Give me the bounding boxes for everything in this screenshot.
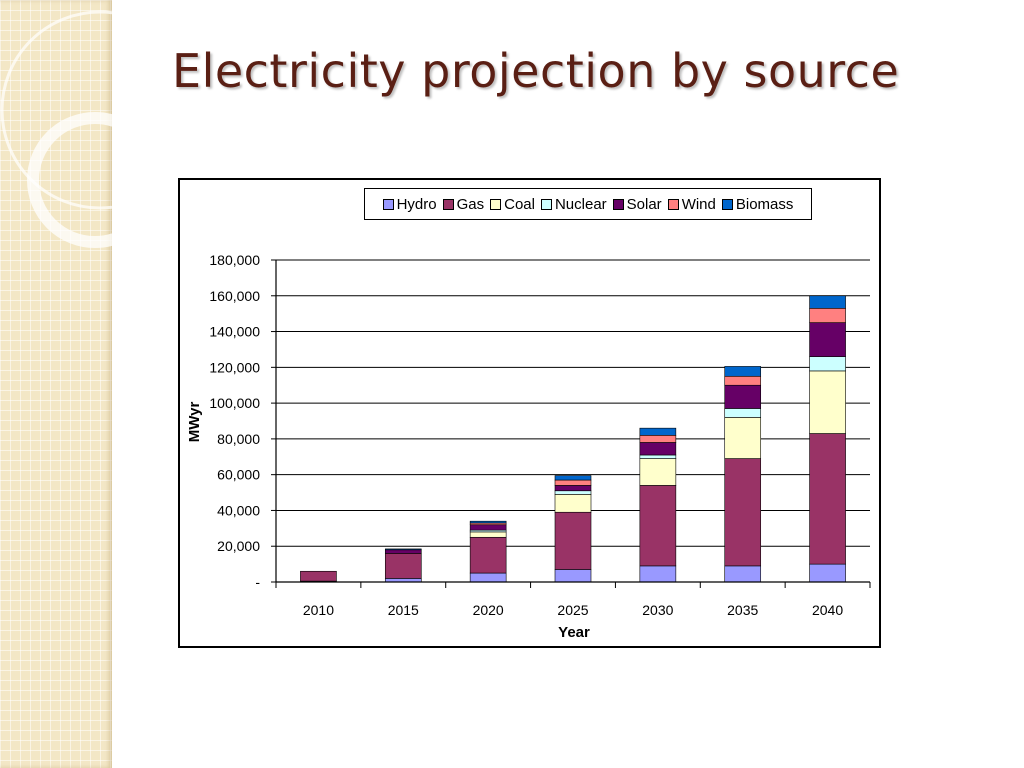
legend-label: Coal	[504, 195, 535, 213]
y-tick-label: 20,000	[217, 538, 260, 554]
bar-segment-gas	[300, 570, 337, 582]
y-tick-label: 160,000	[209, 288, 260, 304]
legend-item-solar: Solar	[612, 195, 662, 213]
legend-label: Wind	[681, 195, 716, 213]
y-tick-label: 120,000	[209, 359, 260, 375]
bar-segment-nuclear	[724, 408, 762, 418]
y-tick-label: -	[255, 574, 260, 590]
bar-segment-wind	[809, 308, 846, 323]
bar-segment-biomass	[469, 520, 507, 524]
bar-segment-coal	[724, 417, 762, 459]
legend-label: Solar	[626, 195, 662, 213]
chart-legend: Hydro Gas Coal Nuclear Solar Wind Biomass	[364, 188, 812, 220]
bar-segment-gas	[384, 553, 422, 579]
bar-segment-coal	[809, 370, 846, 434]
bar-segment-coal	[554, 494, 592, 513]
bar-segment-nuclear	[554, 490, 592, 495]
bar-segment-nuclear	[639, 454, 677, 459]
y-tick-label: 140,000	[209, 324, 260, 340]
bar-segment-gas	[724, 458, 762, 567]
stacked-bar-chart: - 20,000 40,000 60,000 80,000 100,000 120,000 1…	[186, 252, 871, 641]
legend-item-wind: Wind	[667, 195, 716, 213]
bar-segment-wind	[639, 435, 677, 443]
x-tick-label: 2025	[557, 602, 588, 618]
legend-item-gas: Gas	[442, 195, 485, 213]
bar-segment-gas	[809, 433, 846, 565]
slide-title: Electricity projection by source	[172, 44, 900, 98]
bar-segment-wind	[554, 479, 592, 486]
bar-segment-biomass	[639, 427, 677, 436]
decorative-circles	[0, 10, 112, 248]
bar-segment-hydro	[639, 565, 677, 583]
bar-segment-solar	[384, 549, 422, 554]
bar-segment-coal	[639, 458, 677, 486]
bar-segment-hydro	[809, 563, 846, 583]
legend-label: Nuclear	[554, 195, 607, 213]
x-tick-label: 2040	[812, 602, 843, 618]
bar-segment-nuclear	[809, 356, 846, 372]
bar-segment-hydro	[724, 565, 762, 583]
legend-swatch	[540, 198, 552, 210]
x-tick-label: 2010	[303, 602, 334, 618]
x-tick-label: 2015	[388, 602, 419, 618]
y-axis-title: MWyr	[186, 402, 203, 443]
legend-item-biomass: Biomass	[721, 195, 794, 213]
y-tick-label: 60,000	[217, 467, 260, 483]
bar-segment-biomass	[554, 475, 592, 481]
bar-segment-solar	[639, 442, 677, 456]
bar-segment-solar	[469, 524, 507, 531]
legend-item-hydro: Hydro	[382, 195, 437, 213]
legend-swatch	[612, 198, 624, 210]
bar-segment-coal	[469, 531, 507, 538]
legend-item-nuclear: Nuclear	[540, 195, 607, 213]
bar-segment-gas	[469, 536, 507, 574]
bar-segment-solar	[724, 384, 762, 409]
y-tick-label: 100,000	[209, 395, 260, 411]
decorative-side-band	[0, 0, 112, 768]
x-tick-label: 2020	[473, 602, 504, 618]
legend-label: Gas	[456, 195, 485, 213]
y-tick-label: 40,000	[217, 502, 260, 518]
legend-swatch	[442, 198, 454, 210]
legend-swatch	[721, 198, 733, 210]
bar-segment-gas	[554, 511, 592, 570]
x-tick-label: 2035	[727, 602, 758, 618]
bar-segment-solar	[554, 485, 592, 492]
bar-segment-hydro	[554, 569, 592, 583]
bar-segment-hydro	[469, 572, 507, 583]
y-tick-label: 180,000	[209, 252, 260, 268]
bar-segment-biomass	[724, 366, 762, 377]
bar-segment-gas	[639, 485, 677, 567]
bar-segment-biomass	[809, 295, 846, 309]
y-tick-label: 80,000	[217, 431, 260, 447]
x-tick-label: 2030	[642, 602, 673, 618]
legend-label: Hydro	[396, 195, 437, 213]
legend-label: Biomass	[735, 195, 794, 213]
legend-swatch	[667, 198, 679, 210]
x-axis-title: Year	[558, 624, 590, 641]
legend-swatch	[382, 198, 394, 210]
legend-item-coal: Coal	[490, 196, 535, 213]
chart-frame: - 20,000 40,000 60,000 80,000 100,000 120,000 1…	[178, 178, 881, 648]
bar-segment-solar	[809, 322, 846, 357]
legend-swatch	[490, 198, 502, 210]
bar-segment-wind	[724, 375, 762, 386]
bar-segment-biomass	[384, 548, 422, 551]
